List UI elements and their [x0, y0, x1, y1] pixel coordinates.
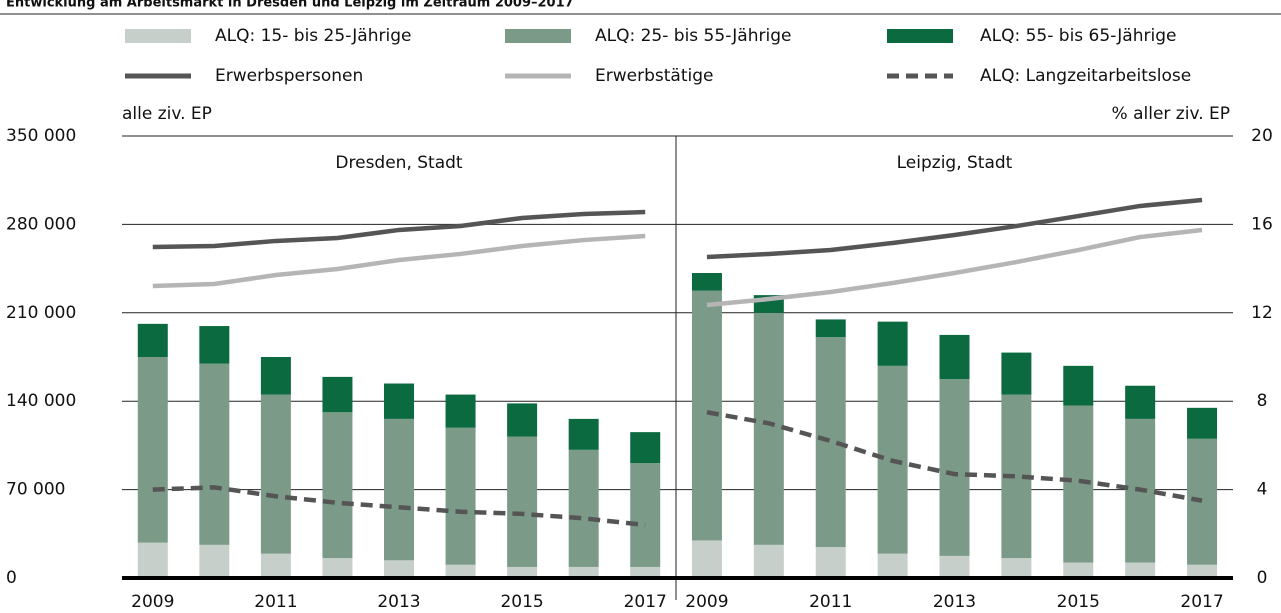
bar-segment — [445, 564, 476, 578]
x-tick-label: 2013 — [933, 592, 976, 612]
bar-segment — [260, 357, 291, 395]
legend-swatch — [125, 29, 191, 43]
y-tick-label: 70 000 — [6, 480, 65, 500]
chart-title: Entwicklung am Arbeitsmarkt in Dresden u… — [6, 0, 574, 11]
y2-tick-label: 8 — [1257, 391, 1268, 411]
bar-segment — [568, 566, 599, 578]
y-tick-label: 140 000 — [6, 391, 76, 411]
y-tick-label: 350 000 — [6, 126, 76, 146]
y-tick-label: 0 — [6, 568, 17, 588]
line — [706, 197, 1203, 260]
bar-segment — [384, 418, 414, 561]
y2-axis-label: % aller ziv. EP — [1112, 104, 1230, 124]
bar-segment — [507, 403, 538, 437]
bar-segment — [507, 566, 538, 578]
x-tick-label: 2017 — [1180, 592, 1223, 612]
panel-title: Leipzig, Stadt — [897, 153, 1013, 173]
bar-segment — [260, 553, 291, 578]
bar-segment — [630, 566, 661, 578]
line — [706, 410, 1203, 503]
x-tick-label: 2017 — [624, 592, 667, 612]
bar-segment — [939, 555, 970, 578]
x-tick-label: 2015 — [1057, 592, 1100, 612]
y2-tick-label: 4 — [1257, 480, 1268, 500]
legend-label: ALQ: 25- bis 55-Jährige — [595, 26, 791, 46]
legend-swatch — [505, 29, 571, 43]
bar-segment — [445, 427, 476, 565]
bar-segment — [1063, 562, 1094, 578]
bar-segment — [939, 334, 970, 380]
legend-label: ALQ: 55- bis 65-Jährige — [980, 26, 1176, 46]
y2-tick-label: 20 — [1251, 126, 1273, 146]
x-tick-label: 2011 — [809, 592, 852, 612]
bar-segment — [815, 547, 846, 578]
y2-tick-label: 16 — [1251, 214, 1273, 234]
bar-segment — [939, 379, 970, 556]
bar-segment — [137, 323, 168, 357]
x-tick-label: 2013 — [377, 592, 420, 612]
legend-swatch — [887, 29, 953, 43]
bar-segment — [1063, 365, 1094, 406]
bar-segment — [384, 560, 414, 578]
bar-segment — [877, 321, 908, 366]
bar-segment — [1001, 558, 1032, 578]
y-tick-label: 210 000 — [6, 303, 76, 323]
bar-segment — [322, 376, 353, 413]
legend-label: ALQ: 15- bis 25-Jährige — [215, 26, 411, 46]
bar-segment — [753, 544, 784, 578]
bar-segment — [691, 540, 722, 578]
x-tick-label: 2009 — [685, 592, 728, 612]
bar-segment — [568, 418, 599, 450]
legend-label: Erwerbstätige — [595, 66, 713, 86]
bar-segment — [1187, 564, 1218, 578]
x-tick-label: 2011 — [254, 592, 297, 612]
x-tick-label: 2009 — [131, 592, 174, 612]
line — [152, 209, 646, 250]
bar-segment — [630, 432, 661, 464]
bar-segment — [199, 363, 230, 545]
bar-segment — [199, 326, 230, 364]
bar-segment — [1125, 562, 1156, 578]
bar-segment — [384, 383, 414, 419]
bar-segment — [1001, 352, 1032, 395]
bar-segment — [877, 553, 908, 578]
legend-label: ALQ: Langzeitarbeitslose — [980, 66, 1191, 86]
bar-segment — [137, 542, 168, 578]
y2-tick-label: 0 — [1257, 568, 1268, 588]
line — [152, 233, 646, 289]
bar-segment — [630, 463, 661, 567]
bar-segment — [322, 558, 353, 578]
bar-segment — [507, 436, 538, 567]
bar-segment — [1125, 385, 1156, 419]
line — [706, 227, 1203, 308]
bar-segment — [1187, 438, 1218, 565]
legend-label: Erwerbspersonen — [215, 66, 363, 86]
bar-segment — [260, 394, 291, 554]
bar-segment — [445, 394, 476, 428]
x-tick-label: 2015 — [500, 592, 543, 612]
bar-segment — [1187, 407, 1218, 439]
bar-segment — [322, 412, 353, 559]
line — [152, 485, 646, 528]
y-axis-label: alle ziv. EP — [122, 104, 212, 124]
panel-title: Dresden, Stadt — [335, 153, 463, 173]
bar-segment — [753, 312, 784, 545]
y2-tick-label: 12 — [1251, 303, 1273, 323]
bar-segment — [199, 544, 230, 578]
bar-segment — [568, 449, 599, 567]
bar-segment — [815, 319, 846, 338]
bar-segment — [137, 357, 168, 543]
bar-segment — [691, 273, 722, 291]
y-tick-label: 280 000 — [6, 214, 76, 234]
